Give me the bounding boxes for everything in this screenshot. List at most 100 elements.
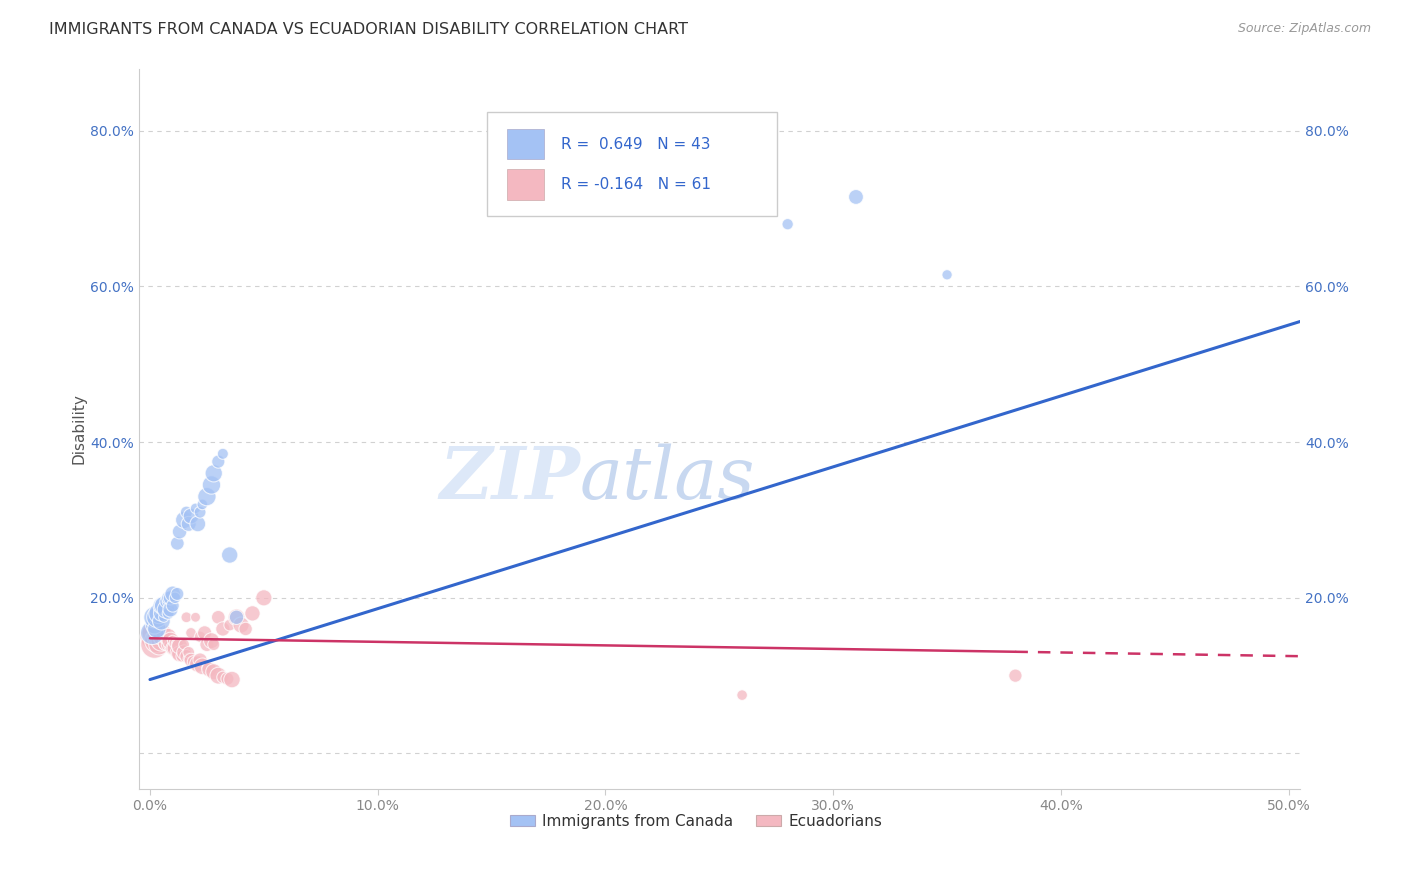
Point	[207, 668, 229, 682]
Point	[177, 645, 200, 659]
Point	[162, 641, 184, 656]
Point	[212, 447, 235, 461]
Point	[150, 614, 173, 628]
Legend: Immigrants from Canada, Ecuadorians: Immigrants from Canada, Ecuadorians	[503, 807, 889, 835]
Point	[221, 673, 243, 687]
Point	[155, 636, 177, 650]
Point	[207, 610, 229, 624]
Point	[157, 595, 180, 609]
Point	[143, 638, 166, 652]
Point	[198, 662, 221, 676]
Point	[146, 630, 169, 644]
Point	[173, 513, 195, 527]
Point	[155, 602, 177, 616]
Point	[170, 649, 193, 664]
Point	[143, 618, 166, 632]
Point	[180, 509, 202, 524]
Point	[218, 618, 240, 632]
Point	[188, 505, 211, 519]
Point	[169, 639, 191, 653]
Point	[148, 625, 170, 640]
Point	[195, 490, 218, 504]
Point	[157, 607, 180, 621]
Point	[242, 607, 264, 621]
Point	[187, 657, 209, 671]
Point	[173, 638, 195, 652]
Point	[180, 653, 202, 667]
Point	[202, 665, 225, 679]
Point	[845, 190, 868, 204]
Point	[146, 633, 169, 648]
Text: ZIP: ZIP	[439, 443, 579, 515]
Point	[159, 602, 181, 616]
Point	[146, 610, 169, 624]
Point	[157, 630, 180, 644]
Point	[155, 595, 177, 609]
Point	[731, 688, 754, 702]
Point	[150, 633, 173, 648]
Point	[148, 607, 170, 621]
Point	[157, 638, 180, 652]
Point	[212, 622, 235, 636]
Point	[187, 516, 209, 531]
Point	[150, 607, 173, 621]
Point	[143, 625, 166, 640]
FancyBboxPatch shape	[486, 112, 778, 216]
Point	[176, 610, 198, 624]
Point	[177, 651, 200, 665]
Point	[157, 591, 180, 605]
Point	[163, 641, 186, 656]
Text: Source: ZipAtlas.com: Source: ZipAtlas.com	[1237, 22, 1371, 36]
Point	[217, 672, 239, 686]
Point	[207, 454, 229, 468]
Point	[148, 602, 170, 616]
Point	[776, 217, 799, 231]
Point	[159, 639, 181, 653]
Point	[184, 501, 207, 516]
Point	[218, 548, 240, 562]
Point	[177, 516, 200, 531]
Point	[188, 630, 211, 644]
Point	[169, 647, 191, 661]
Point	[235, 622, 257, 636]
Y-axis label: Disability: Disability	[72, 393, 86, 464]
Point	[202, 467, 225, 481]
Point	[200, 633, 222, 648]
Point	[191, 497, 214, 511]
Text: IMMIGRANTS FROM CANADA VS ECUADORIAN DISABILITY CORRELATION CHART: IMMIGRANTS FROM CANADA VS ECUADORIAN DIS…	[49, 22, 688, 37]
Point	[1004, 668, 1026, 682]
Point	[152, 638, 174, 652]
Point	[163, 591, 186, 605]
Point	[225, 610, 247, 624]
Bar	[506, 129, 544, 160]
Point	[150, 630, 173, 644]
Point	[166, 536, 188, 550]
Point	[202, 638, 225, 652]
Point	[169, 524, 191, 539]
Point	[163, 636, 186, 650]
Point	[181, 655, 204, 669]
Point	[152, 610, 174, 624]
Point	[141, 625, 163, 640]
Point	[155, 632, 177, 646]
Point	[162, 599, 184, 613]
Point	[253, 591, 276, 605]
Point	[212, 670, 235, 684]
Point	[180, 625, 202, 640]
Point	[188, 653, 211, 667]
Point	[148, 638, 170, 652]
Point	[176, 649, 198, 664]
Point	[162, 587, 184, 601]
Point	[159, 633, 181, 648]
Point	[194, 625, 217, 640]
Bar	[506, 169, 544, 200]
Text: atlas: atlas	[579, 443, 755, 514]
Point	[152, 599, 174, 613]
Point	[162, 633, 184, 648]
Point	[166, 645, 188, 659]
Text: R =  0.649   N = 43: R = 0.649 N = 43	[561, 136, 711, 152]
Point	[173, 645, 195, 659]
Point	[152, 625, 174, 640]
Point	[146, 622, 169, 636]
Point	[184, 610, 207, 624]
